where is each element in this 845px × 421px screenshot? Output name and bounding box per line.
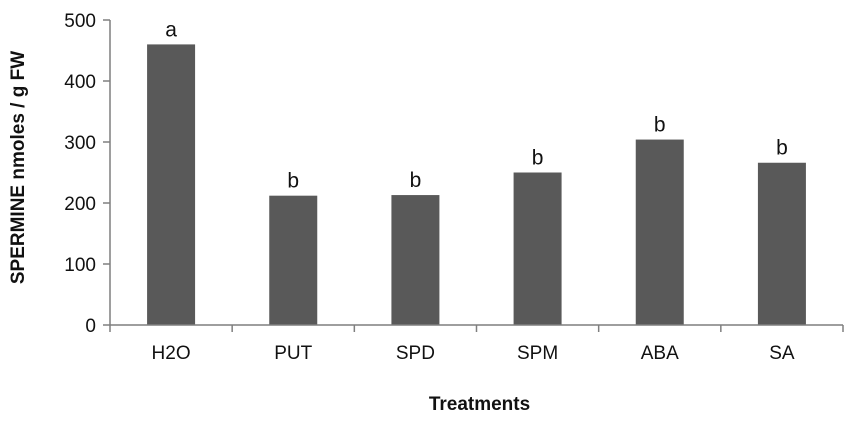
x-tick-label: SPM [517, 343, 558, 364]
y-axis-title: SPERMINE nmoles / g FW [8, 51, 29, 284]
x-axis-title: Treatments [429, 394, 530, 415]
y-tick-label: 0 [85, 316, 96, 337]
x-tick-label: SA [769, 343, 795, 364]
x-tick-label: PUT [274, 343, 312, 364]
bar-put [269, 195, 318, 325]
bar-spm [513, 172, 562, 325]
y-tick-label: 500 [64, 11, 96, 32]
significance-label: b [654, 114, 666, 137]
y-tick-label: 200 [64, 194, 96, 215]
bar-spd [391, 195, 440, 325]
bar-sa [757, 162, 806, 325]
significance-label: b [532, 147, 544, 170]
y-axis-ticks: 0 100 200 300 400 500 [64, 11, 110, 337]
significance-label: a [165, 18, 177, 41]
significance-labels-group: a b b b b b [165, 18, 788, 192]
x-tick-label: ABA [641, 343, 679, 364]
bar-aba [635, 139, 684, 325]
significance-label: b [776, 137, 788, 160]
x-tick-label: SPD [396, 343, 435, 364]
y-tick-label: 300 [64, 133, 96, 154]
x-axis-ticks: H2O PUT SPD SPM ABA SA [109, 325, 844, 364]
y-tick-label: 400 [64, 72, 96, 93]
x-tick-label: H2O [152, 343, 191, 364]
bars-group [147, 44, 806, 326]
bar-h2o [147, 44, 196, 326]
significance-label: b [287, 170, 299, 193]
significance-label: b [410, 169, 422, 192]
y-tick-label: 100 [64, 255, 96, 276]
